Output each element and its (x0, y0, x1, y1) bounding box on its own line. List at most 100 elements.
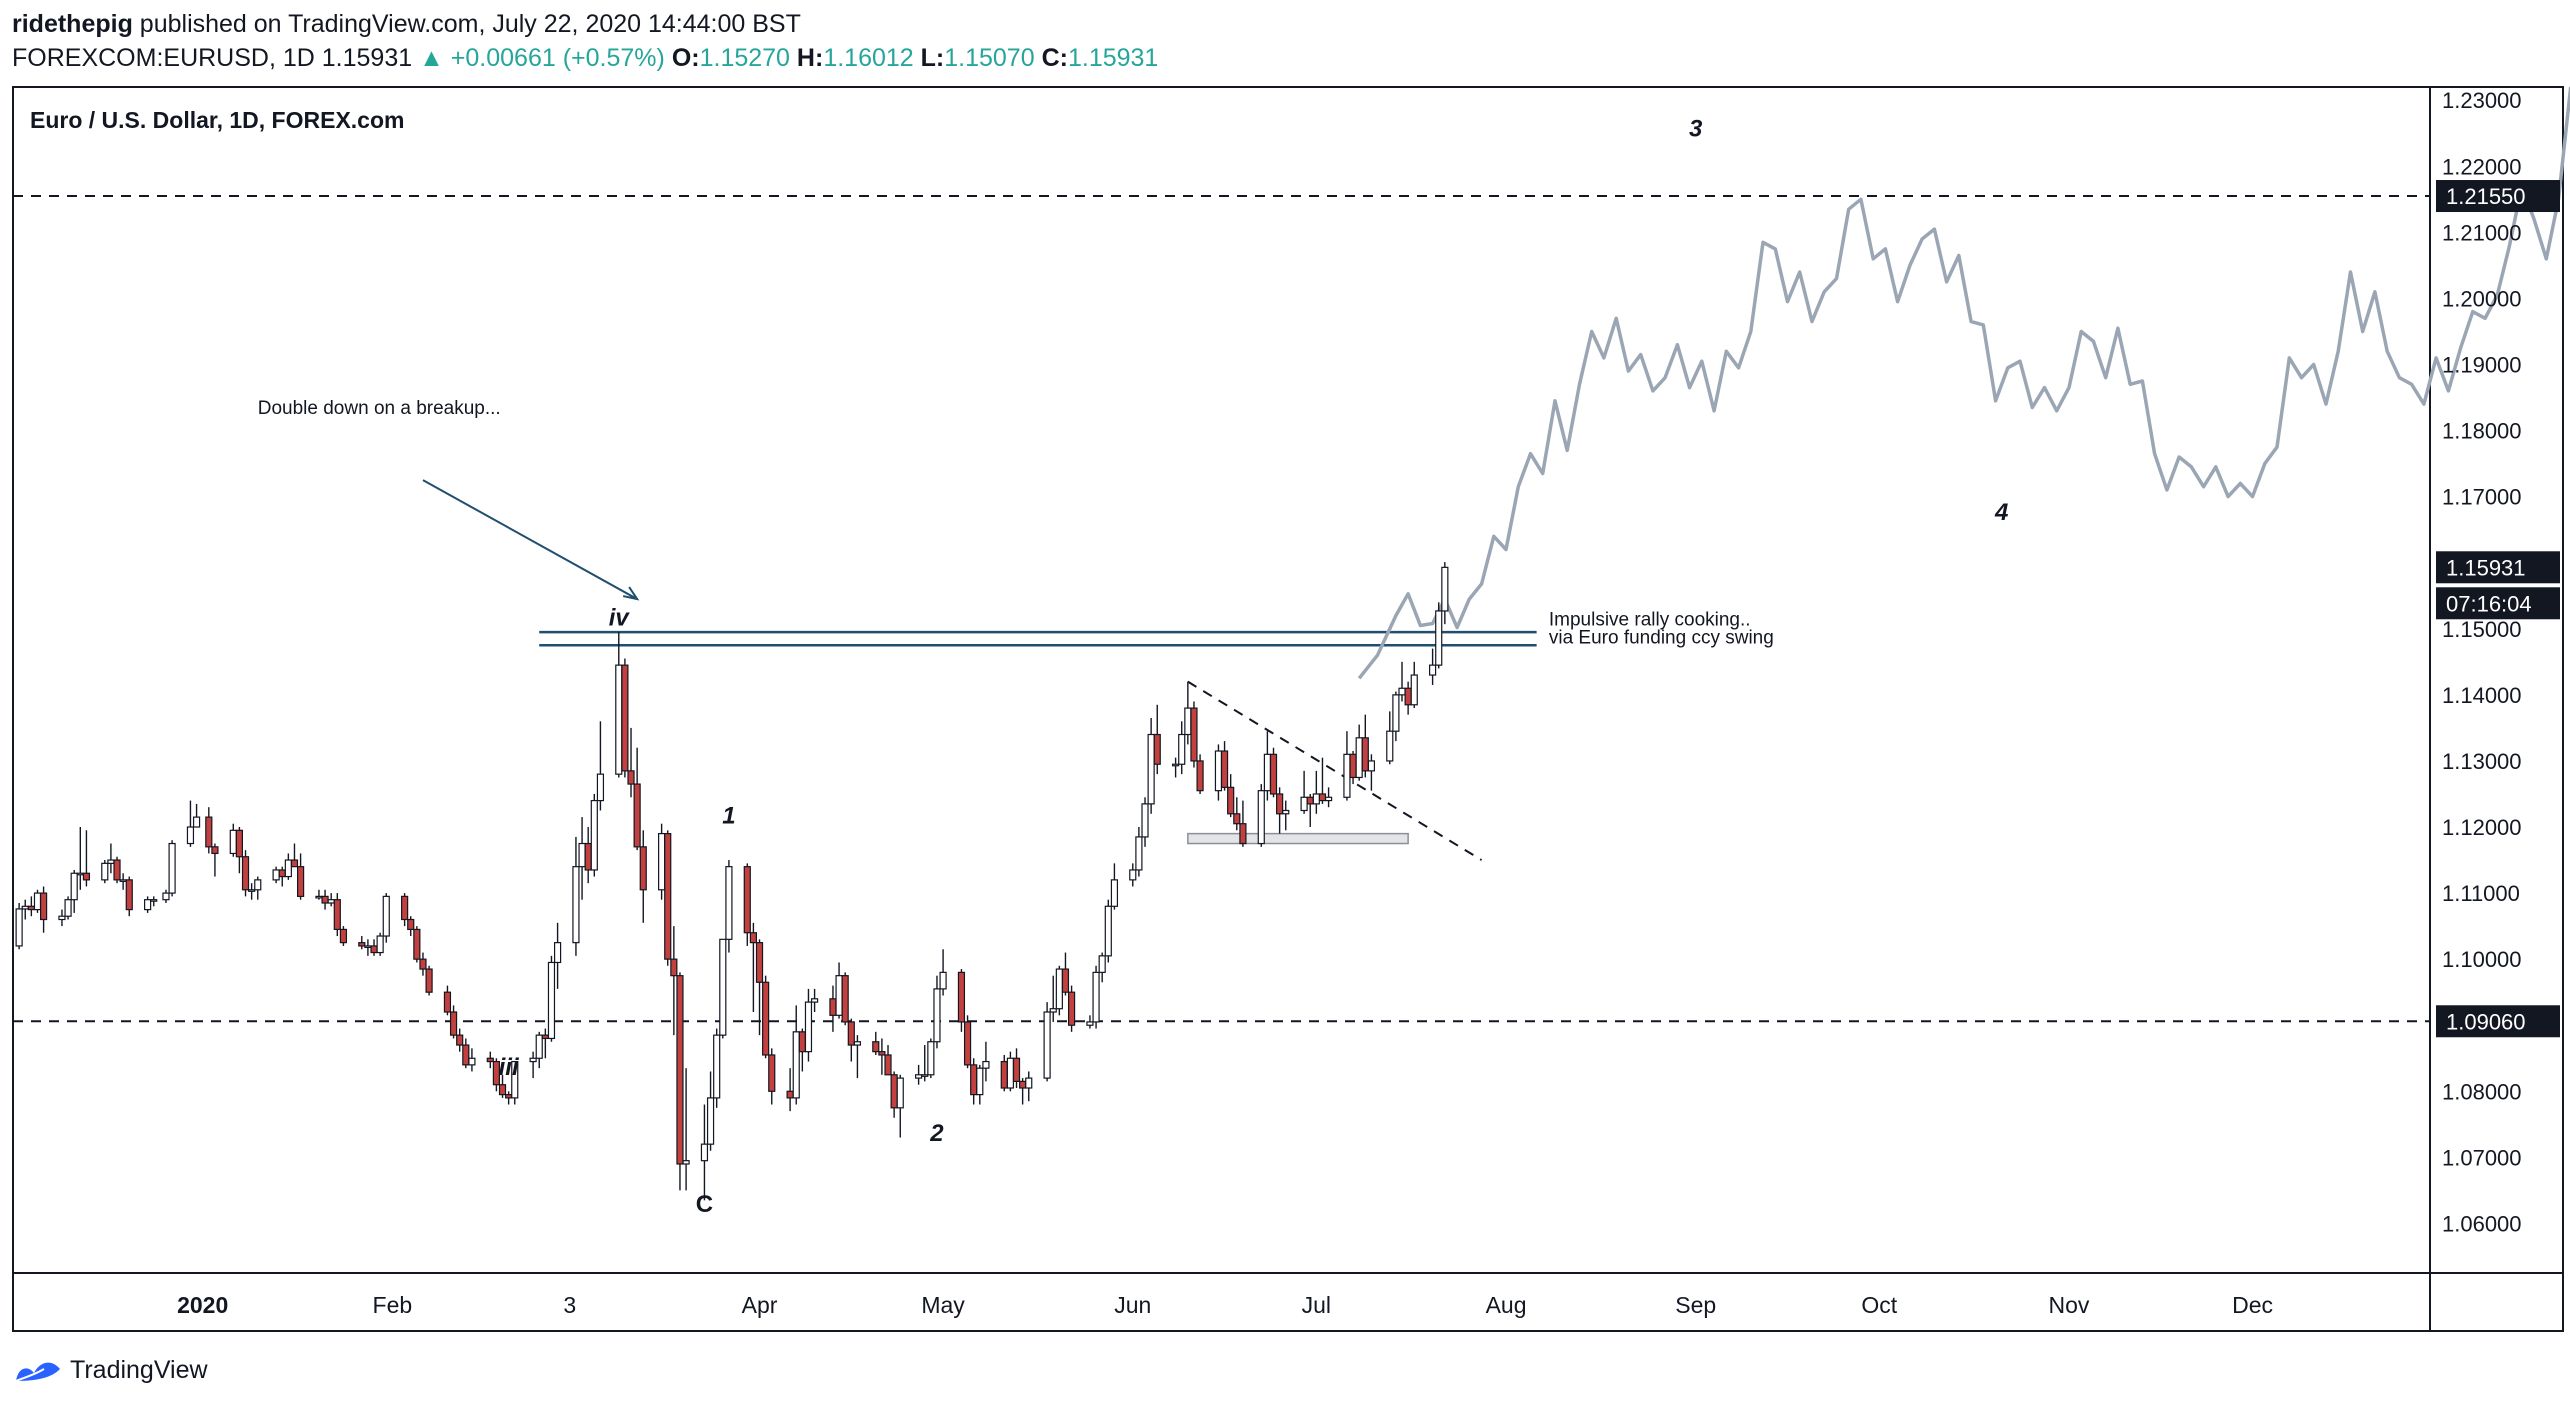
brand-name[interactable]: TradingView (70, 1355, 208, 1384)
price-tick-label: 1.08000 (2442, 1079, 2522, 1104)
candle-up (835, 975, 843, 1016)
candle-up (192, 816, 201, 828)
candle-down (211, 846, 219, 855)
open-value: 1.15270 (699, 44, 790, 72)
candle-up (578, 842, 586, 868)
candle-up (107, 859, 115, 864)
price-tick-label: 1.18000 (2442, 419, 2522, 444)
candle-down (498, 1084, 507, 1096)
candle-up (719, 938, 727, 1036)
candle-down (290, 859, 299, 868)
price-tag-label: 1.21550 (2446, 184, 2526, 209)
candle-down (1220, 750, 1229, 788)
candle-down (401, 895, 409, 921)
wave-label: 2 (929, 1120, 944, 1147)
candle-down (339, 928, 348, 944)
candle-up (590, 799, 598, 871)
candle-down (664, 833, 672, 960)
candle-up (229, 829, 237, 855)
time-tick-label: 2020 (177, 1292, 228, 1318)
candle-down (358, 942, 366, 947)
price-axis[interactable]: 1.23000 1.22000 1.21000 1.20000 1.19000 1.180… (2436, 88, 2560, 1236)
candle-up (101, 862, 109, 881)
candle-up (553, 942, 562, 964)
candle-down (1227, 786, 1235, 815)
symbol-name: FOREXCOM:EURUSD, 1D (12, 44, 315, 72)
candle-down (241, 856, 250, 891)
candle-down (296, 866, 305, 897)
author-name[interactable]: ridethepig (12, 10, 133, 38)
candle-down (443, 991, 452, 1013)
support-zone-box (1187, 832, 1409, 845)
candle-up (468, 1057, 476, 1066)
annotation-layer: Double down on a breakup... Impulsive ral… (13, 195, 2430, 1023)
countdown-label: 07:16:04 (2446, 591, 2532, 616)
candle-down (413, 928, 421, 960)
candle-up (1172, 763, 1180, 767)
publish-info: ridethepig published on TradingView.com,… (12, 8, 801, 40)
countdown-box (2436, 587, 2560, 620)
low-label: L: (920, 44, 945, 72)
candle-up (1141, 803, 1149, 838)
candle-up (1006, 1057, 1014, 1089)
candle-up (254, 879, 262, 891)
candle-up (804, 1001, 813, 1053)
wave-label: C (696, 1191, 713, 1218)
candle-up (976, 1067, 984, 1096)
candle-up (725, 866, 733, 940)
wave-label: iv (609, 604, 631, 631)
candle-up (1367, 760, 1376, 772)
candle-down (125, 879, 133, 911)
time-axis[interactable]: 2020 Feb 3 Apr May Jun Jul Aug Sep Oct Nov Dec (177, 1292, 2273, 1318)
time-tick-label: Oct (1861, 1292, 1897, 1318)
candle-up (596, 773, 605, 802)
annotation-text: Impulsive rally cooking.. (1549, 609, 1751, 630)
candle-up (64, 899, 72, 917)
candle-down (884, 1054, 892, 1076)
candle-down (370, 945, 378, 954)
candle-down (878, 1051, 886, 1056)
candle-down (39, 892, 48, 921)
candle-up (162, 892, 170, 901)
candle-down (505, 1094, 513, 1099)
candle-down (425, 968, 433, 993)
candle-up (547, 961, 556, 1040)
price-tick-label: 1.14000 (2442, 683, 2522, 708)
high-label: H: (796, 44, 824, 72)
published-text: published on TradingView.com, July 22, 2… (139, 10, 801, 38)
wave-label: 1 (722, 803, 735, 830)
candle-down (1196, 760, 1204, 792)
candle-up (1055, 968, 1063, 1010)
candle-up (1086, 1021, 1094, 1026)
candle-up (1147, 733, 1155, 805)
price-tick-label: 1.20000 (2442, 286, 2522, 311)
candle-down (419, 958, 427, 970)
tradingview-logo-icon[interactable] (14, 1355, 62, 1385)
candle-down (786, 1090, 794, 1099)
candle-up (535, 1034, 543, 1059)
candle-down (627, 770, 635, 785)
price-tick-label: 1.21000 (2442, 220, 2522, 245)
candle-up (315, 895, 323, 899)
time-tick-label: Jun (1114, 1292, 1151, 1318)
candle-up (1214, 750, 1223, 792)
last-price: 1.15931 (321, 44, 413, 72)
candle-down (798, 1031, 806, 1053)
candle-down (872, 1041, 880, 1053)
candle-down (1306, 796, 1314, 805)
candle-up (21, 905, 29, 910)
candle-down (27, 905, 35, 911)
candle-up (284, 859, 292, 878)
price-tick-label: 1.12000 (2442, 815, 2522, 840)
candle-down (841, 975, 849, 1023)
candle-up (1441, 566, 1449, 612)
candle-up (529, 1057, 537, 1063)
candle-down (621, 664, 629, 772)
candle-up (658, 833, 666, 891)
candle-up (119, 879, 127, 882)
candle-down (829, 998, 837, 1016)
time-tick-label: Sep (1675, 1292, 1716, 1318)
candle-down (847, 1021, 855, 1046)
price-chart[interactable]: Euro / U.S. Dollar, 1D, FOREX.com Double… (0, 0, 2570, 1350)
candle-down (82, 872, 91, 881)
